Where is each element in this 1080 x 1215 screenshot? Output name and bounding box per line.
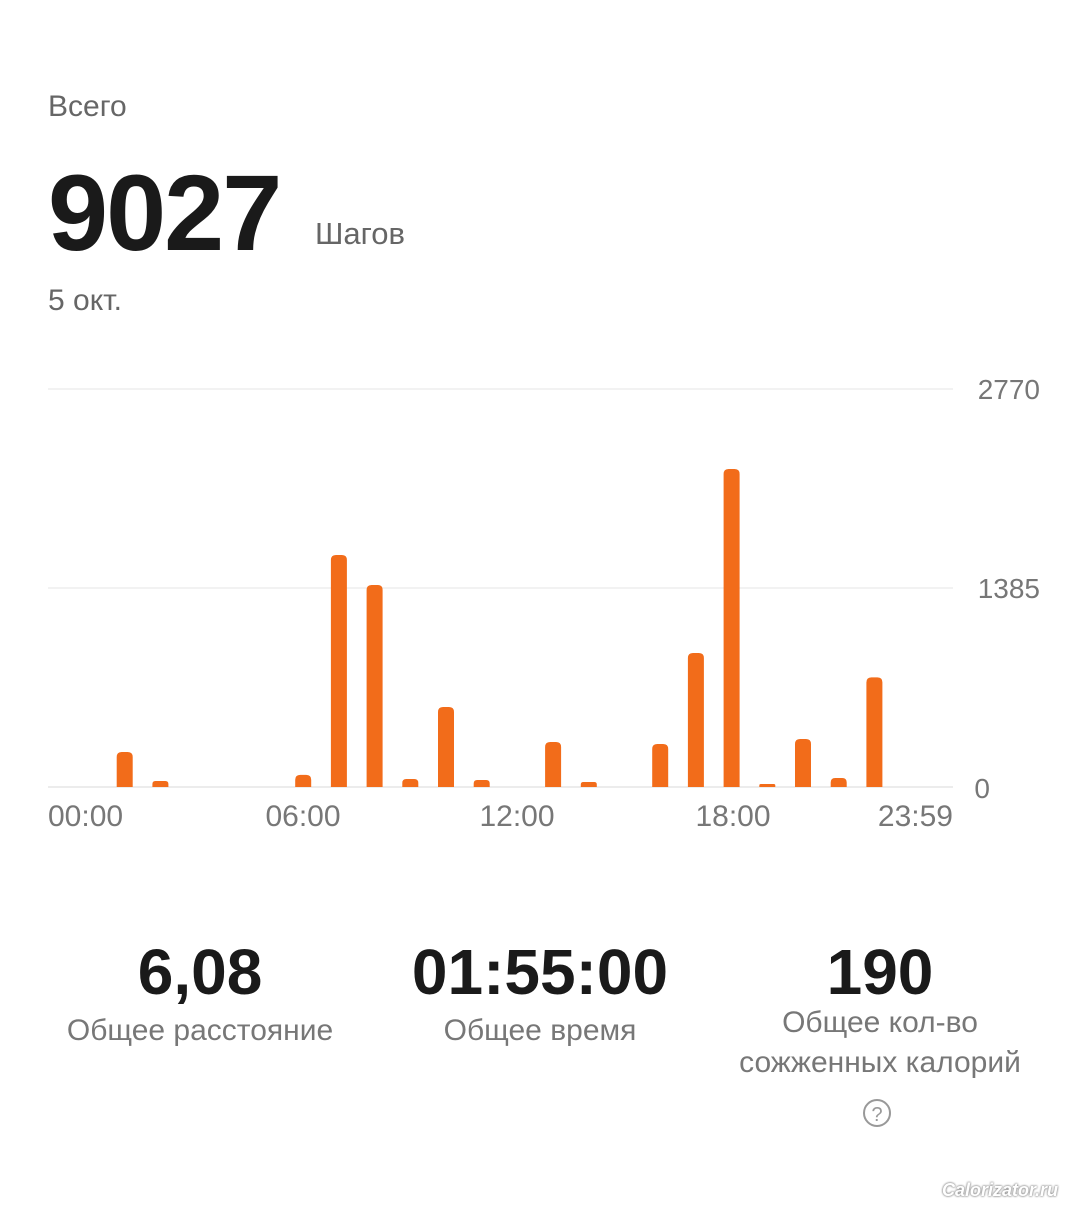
bar-hour-21 — [830, 777, 847, 787]
total-label: Всего — [48, 90, 127, 123]
steps-bar-chart: 2770 1385 0 00:00 06:00 12:00 18:00 23:5… — [48, 374, 1040, 833]
calories-label: Общее кол-во сожженных калорий — [739, 1006, 1021, 1079]
bar-hour-19 — [759, 783, 776, 787]
bar-hour-9 — [402, 778, 419, 787]
bar-hour-10 — [438, 706, 454, 787]
watermark: Calorizator.ru — [941, 1180, 1058, 1200]
date-label: 5 окт. — [48, 284, 122, 317]
x-tick-label: 12:00 — [479, 800, 554, 833]
y-tick-label: 0 — [974, 773, 990, 804]
total-steps-value: 9027 — [48, 152, 282, 273]
bar-hour-18 — [723, 469, 740, 787]
bar-hour-20 — [795, 739, 811, 787]
time-label: Общее время — [443, 1014, 637, 1047]
steps-unit: Шагов — [315, 216, 405, 251]
bar-hour-8 — [366, 584, 383, 787]
bar-hour-16 — [652, 744, 669, 787]
bar-hour-14 — [580, 781, 597, 787]
bar-hour-17 — [687, 652, 704, 787]
bar-hour-7 — [330, 554, 347, 787]
time-value: 01:55:00 — [411, 936, 669, 1008]
y-tick-label: 2770 — [978, 374, 1040, 405]
distance-value: 6,08 — [137, 936, 263, 1008]
x-tick-label: 18:00 — [695, 800, 770, 833]
x-tick-label: 00:00 — [48, 800, 123, 833]
bar-hour-13 — [545, 742, 562, 787]
bar-hour-11 — [473, 779, 490, 787]
x-tick-label: 06:00 — [265, 800, 340, 833]
bar-hour-22 — [866, 677, 883, 787]
calories-value: 190 — [826, 936, 934, 1008]
question-circle-icon[interactable]: ? — [863, 1099, 891, 1127]
bar-hour-1 — [116, 751, 133, 787]
distance-label: Общее расстояние — [66, 1014, 334, 1047]
bar-hour-2 — [152, 780, 169, 787]
x-tick-label: 23:59 — [878, 800, 953, 833]
stat-distance: 6,08 Общее расстояние — [40, 935, 360, 1051]
y-tick-label: 1385 — [978, 573, 1040, 604]
stat-time: 01:55:00 Общее время — [380, 935, 700, 1051]
stat-calories: 190 Общее кол-во сожженных калорий — [710, 935, 1050, 1083]
bar-hour-6 — [295, 774, 312, 787]
